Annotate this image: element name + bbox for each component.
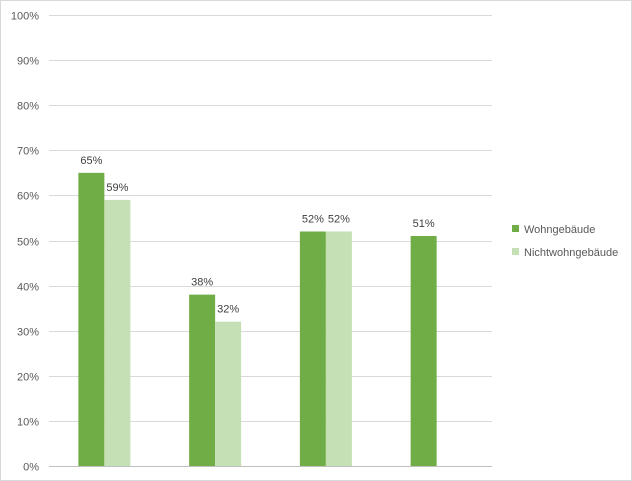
y-tick-label: 50% bbox=[17, 237, 39, 249]
bar bbox=[78, 172, 105, 466]
y-tick-label: 100% bbox=[11, 11, 39, 23]
bar bbox=[189, 294, 216, 466]
data-label: 51% bbox=[413, 218, 435, 230]
data-label: 52% bbox=[328, 213, 350, 225]
bar bbox=[299, 231, 326, 466]
bar bbox=[410, 235, 437, 466]
bar bbox=[215, 321, 242, 466]
data-label: 32% bbox=[217, 304, 239, 316]
legend-label: Wohngebäude bbox=[524, 224, 595, 236]
y-tick-label: 20% bbox=[17, 372, 39, 384]
y-tick-label: 70% bbox=[17, 146, 39, 158]
data-label: 59% bbox=[106, 182, 128, 194]
bar bbox=[104, 199, 131, 466]
y-tick-label: 90% bbox=[17, 56, 39, 68]
y-tick-label: 80% bbox=[17, 101, 39, 113]
data-label: 38% bbox=[191, 277, 213, 289]
y-tick-label: 40% bbox=[17, 282, 39, 294]
y-tick-label: 30% bbox=[17, 327, 39, 339]
data-label: 65% bbox=[80, 155, 102, 167]
legend-swatch bbox=[512, 225, 519, 232]
legend-label: Nichtwohngebäude bbox=[524, 247, 618, 259]
y-tick-label: 60% bbox=[17, 191, 39, 203]
legend-swatch bbox=[512, 248, 519, 255]
bar bbox=[325, 231, 352, 466]
y-tick-label: 0% bbox=[23, 462, 39, 474]
y-tick-label: 10% bbox=[17, 417, 39, 429]
data-label: 52% bbox=[302, 213, 324, 225]
